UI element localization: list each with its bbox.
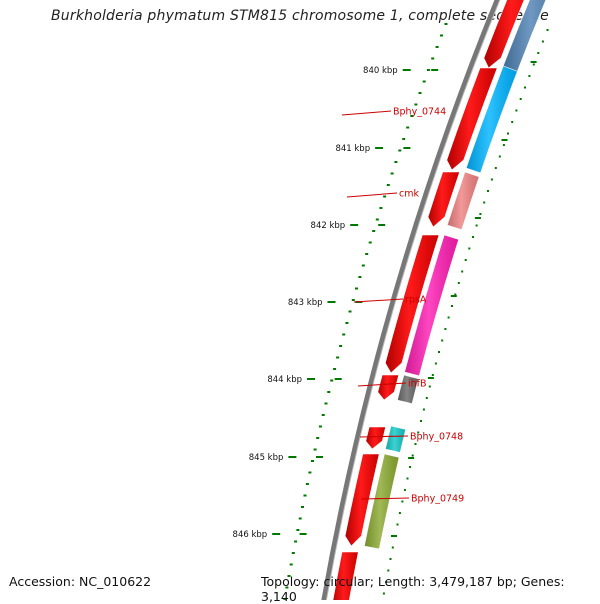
gene-band-shading: [503, 0, 546, 72]
accession-text: Accession: NC_010622: [9, 574, 152, 589]
cds-arrow: [365, 426, 386, 450]
cds-arrow: [377, 374, 400, 401]
gene-label: rpsA: [405, 295, 427, 306]
gene-label: Bphy_0749: [411, 494, 464, 505]
cds-arrow: [446, 67, 498, 171]
gene-band-shading: [385, 426, 406, 453]
cds-track: [332, 0, 525, 600]
ruler-tick-label: 845 kbp: [249, 453, 284, 463]
gene-band-shading: [466, 66, 518, 173]
ruler-tick-label: 844 kbp: [267, 375, 302, 385]
gene-label: Bphy_0748: [410, 432, 463, 443]
cds-arrow: [483, 0, 525, 69]
cds-arrow: [344, 453, 380, 547]
ruler-tick-label: 841 kbp: [335, 144, 370, 154]
gene-band-shading: [404, 235, 459, 376]
gene-band-shading: [397, 375, 419, 404]
ruler-track: 840 kbp 841 kbp 842 kbp 843 kbp 844 kbp 845 k…: [233, 66, 411, 540]
gene-label: Bphy_0744: [393, 107, 446, 118]
backbone-highlight: [325, 0, 501, 600]
gene-leader-line: [359, 435, 409, 438]
gene-leader-line: [360, 497, 410, 500]
cds-arrow: [427, 171, 461, 228]
ruler-tick-label: 842 kbp: [311, 221, 346, 231]
gene-label: cmk: [399, 189, 419, 200]
gene-leader-line: [346, 192, 398, 198]
gene-label: ihfB: [408, 379, 427, 390]
gene-band-shading: [364, 454, 399, 549]
gene-track: [364, 0, 547, 550]
gene-leader-line: [357, 382, 407, 387]
ruler-tick-label: 840 kbp: [363, 66, 398, 76]
gene-band-shading: [447, 172, 480, 230]
cds-arrow: [384, 234, 440, 374]
map-title: Burkholderia phymatum STM815 chromosome …: [50, 8, 549, 24]
ruler-tick-label: 846 kbp: [233, 530, 268, 540]
gene-leader-line: [353, 298, 404, 303]
gc-content-track: [283, 23, 549, 600]
cds-arrow: [332, 551, 359, 600]
backbone-track: [321, 0, 501, 600]
backbone-line: [321, 0, 500, 600]
ruler-tick-label: 843 kbp: [288, 298, 323, 308]
gene-leader-line: [341, 110, 392, 116]
